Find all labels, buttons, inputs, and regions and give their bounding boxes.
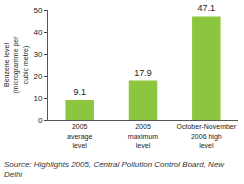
svg-text:40: 40 (33, 28, 42, 37)
svg-text:0: 0 (38, 116, 43, 125)
svg-text:47.1: 47.1 (198, 3, 216, 13)
svg-text:10: 10 (33, 94, 42, 103)
svg-text:9.1: 9.1 (73, 87, 86, 97)
svg-text:30: 30 (33, 50, 42, 59)
svg-text:October-November2006 highlevel: October-November2006 highlevel (177, 123, 237, 148)
svg-text:Benzene level(microgramme perc: Benzene level(microgramme percubic metre… (3, 36, 29, 94)
svg-text:20: 20 (33, 72, 42, 81)
svg-text:17.9: 17.9 (134, 68, 152, 78)
svg-text:2005averagelevel: 2005averagelevel (67, 123, 92, 148)
html-text:Source: Highlights 2005, Centr: Source: Highlights 2005, Central Polluti… (4, 160, 225, 179)
svg-text:50: 50 (33, 6, 42, 15)
svg-text:2005maximumlevel: 2005maximumlevel (128, 123, 159, 148)
